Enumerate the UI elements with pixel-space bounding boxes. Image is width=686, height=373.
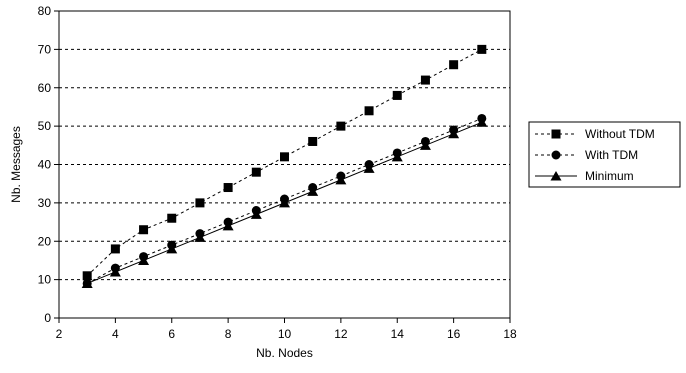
x-tick-label-8: 18 bbox=[503, 327, 517, 341]
legend-label-0: Without TDM bbox=[585, 127, 655, 141]
point-0-13 bbox=[449, 60, 459, 70]
point-0-7 bbox=[280, 152, 289, 162]
legend-marker-1 bbox=[551, 150, 561, 160]
point-2-1 bbox=[109, 266, 121, 277]
x-tick-label-5: 12 bbox=[334, 327, 348, 341]
legend-label-1: With TDM bbox=[585, 148, 638, 162]
point-2-12 bbox=[419, 140, 431, 150]
x-tick-label-0: 2 bbox=[56, 327, 63, 341]
point-2-10 bbox=[363, 163, 375, 173]
y-tick-label-5: 50 bbox=[38, 119, 52, 133]
y-tick-label-7: 70 bbox=[38, 42, 52, 56]
point-0-6 bbox=[251, 167, 261, 177]
axes bbox=[54, 10, 511, 323]
point-0-0 bbox=[82, 271, 92, 281]
legend-label-2: Minimum bbox=[585, 169, 634, 183]
point-2-14 bbox=[476, 117, 488, 127]
legend: Without TDM With TDM Minimum bbox=[528, 121, 681, 188]
y-tick-label-0: 0 bbox=[44, 311, 51, 325]
y-tick-label-8: 80 bbox=[38, 4, 52, 18]
y-tick-label-3: 30 bbox=[38, 196, 52, 210]
point-0-2 bbox=[139, 225, 149, 235]
y-axis-label: Nb. Messages bbox=[9, 126, 23, 203]
legend-marker-0 bbox=[551, 129, 561, 139]
y-tick-label-6: 60 bbox=[38, 81, 52, 95]
point-0-11 bbox=[392, 90, 402, 100]
point-0-14 bbox=[477, 44, 487, 54]
point-2-13 bbox=[448, 128, 460, 139]
x-tick-labels: 2 4 6 8 10 12 14 16 18 bbox=[56, 327, 517, 341]
x-axis-label: Nb. Nodes bbox=[256, 346, 313, 360]
x-tick-label-3: 8 bbox=[225, 327, 232, 341]
point-2-5 bbox=[222, 220, 234, 231]
legend-marker-2 bbox=[550, 171, 562, 181]
point-2-11 bbox=[391, 151, 403, 162]
point-0-9 bbox=[336, 121, 346, 131]
x-tick-label-6: 14 bbox=[391, 327, 405, 341]
x-tick-label-1: 4 bbox=[112, 327, 119, 341]
x-tick-label-2: 6 bbox=[168, 327, 175, 341]
point-0-4 bbox=[195, 198, 205, 208]
point-2-9 bbox=[335, 174, 347, 185]
point-2-4 bbox=[194, 232, 206, 242]
gridlines bbox=[59, 10, 510, 281]
y-tick-label-1: 10 bbox=[38, 273, 52, 287]
point-2-2 bbox=[138, 255, 150, 265]
x-tick-label-7: 16 bbox=[447, 327, 461, 341]
series-2 bbox=[81, 117, 488, 288]
y-tick-labels: 0 10 20 30 40 50 60 70 80 bbox=[38, 4, 52, 325]
point-2-6 bbox=[250, 209, 262, 219]
point-0-12 bbox=[420, 75, 430, 85]
point-0-10 bbox=[364, 106, 374, 116]
y-tick-label-4: 40 bbox=[38, 158, 52, 172]
point-2-0 bbox=[81, 278, 93, 288]
point-2-7 bbox=[279, 197, 290, 208]
series-group bbox=[81, 44, 488, 288]
point-0-1 bbox=[110, 244, 120, 254]
x-tick-label-4: 10 bbox=[278, 327, 292, 341]
point-2-8 bbox=[307, 186, 319, 196]
series-line-1 bbox=[86, 117, 483, 284]
point-2-3 bbox=[166, 243, 178, 254]
series-0 bbox=[82, 44, 487, 281]
point-0-5 bbox=[223, 183, 233, 193]
point-0-8 bbox=[308, 136, 318, 146]
y-tick-label-2: 20 bbox=[38, 234, 52, 248]
point-0-3 bbox=[167, 213, 177, 223]
